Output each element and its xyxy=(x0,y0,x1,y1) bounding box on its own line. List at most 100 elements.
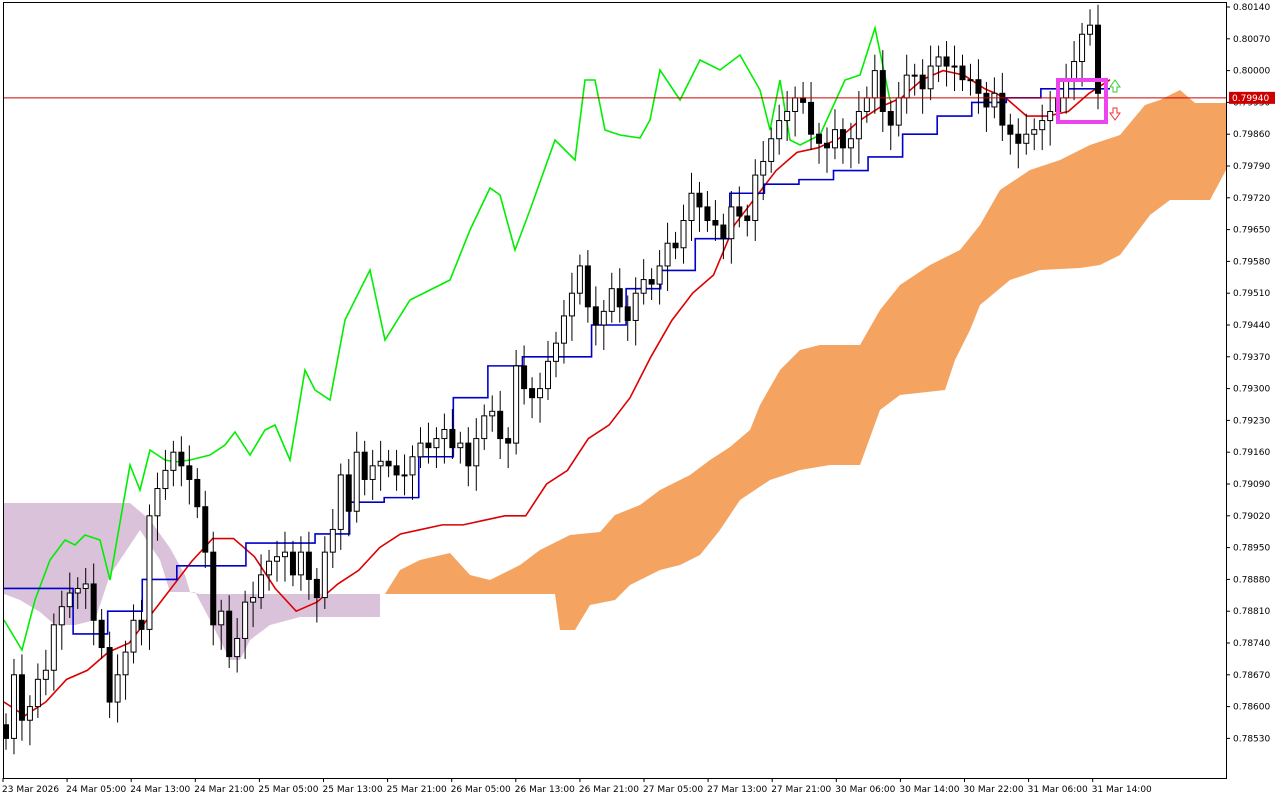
candle-bullish xyxy=(417,442,424,458)
candle-bearish xyxy=(521,365,528,390)
current-price-tag: 0.79940 xyxy=(1229,91,1275,104)
candle-bullish xyxy=(760,160,767,176)
y-tick-label: 0.78740 xyxy=(1233,639,1270,649)
candle-bullish xyxy=(337,474,344,530)
candle-bullish xyxy=(927,65,934,90)
current-price-tag-box xyxy=(1229,91,1275,104)
x-tick-label: 30 Mar 22:00 xyxy=(964,785,1024,795)
candle-bullish xyxy=(608,288,615,312)
candle-bearish xyxy=(361,451,368,480)
indicator-lines xyxy=(3,24,1111,717)
candle-bullish xyxy=(50,624,57,671)
sell-arrow-icon xyxy=(1109,107,1121,121)
candle-bullish xyxy=(170,451,177,471)
y-tick-label: 0.80070 xyxy=(1233,35,1270,45)
candle-bullish xyxy=(991,92,998,108)
x-tick-label: 26 Mar 21:00 xyxy=(579,785,639,795)
y-tick-label: 0.79720 xyxy=(1233,194,1270,204)
candle-bearish xyxy=(999,92,1006,126)
candle-bullish xyxy=(967,79,974,82)
candle-bullish xyxy=(26,706,33,721)
candle-bullish xyxy=(513,365,520,444)
candle-bearish xyxy=(919,74,926,90)
x-tick-label: 31 Mar 14:00 xyxy=(1092,785,1152,795)
candle-bearish xyxy=(983,92,990,108)
y-tick-label: 0.79860 xyxy=(1233,130,1270,140)
candle-bearish xyxy=(823,142,830,149)
candle-bullish xyxy=(632,292,639,321)
candle-bullish xyxy=(895,97,902,126)
candle-bearish xyxy=(106,647,113,703)
candle-bullish xyxy=(680,220,687,249)
candle-bullish xyxy=(234,637,241,658)
plot-frame xyxy=(3,2,1227,779)
candle-bearish xyxy=(839,129,846,149)
y-tick-label: 0.79230 xyxy=(1233,416,1270,426)
candle-bullish xyxy=(903,74,910,99)
y-tick-label: 0.79580 xyxy=(1233,257,1270,267)
candle-bullish xyxy=(10,674,17,739)
candle-bullish xyxy=(377,460,384,467)
candle-bullish xyxy=(768,138,775,162)
time-axis: 23 Mar 2026 24 Mar 05:00 24 Mar 13:00 24 Ma… xyxy=(2,778,1152,795)
y-tick-label: 0.79440 xyxy=(1233,321,1270,331)
candle-bullish xyxy=(1063,79,1070,99)
candle-bearish xyxy=(887,110,894,126)
kumo-bearish xyxy=(4,503,380,660)
x-tick-label: 30 Mar 06:00 xyxy=(835,785,895,795)
candle-bullish xyxy=(122,651,129,676)
candle-bearish xyxy=(449,428,456,449)
candle-bearish xyxy=(624,306,631,321)
x-tick-label: 24 Mar 13:00 xyxy=(130,785,190,795)
candle-bearish xyxy=(289,551,296,576)
candle-bullish xyxy=(401,474,408,477)
candle-bearish xyxy=(744,215,751,222)
candle-bullish xyxy=(66,592,73,608)
candle-bullish xyxy=(568,292,575,317)
candle-bearish xyxy=(808,101,815,135)
candle-bearish xyxy=(385,460,392,467)
candle-bearish xyxy=(616,288,623,308)
candle-bullish xyxy=(258,574,265,599)
kumo-bullish xyxy=(385,90,1226,630)
candle-bullish xyxy=(576,265,583,294)
candle-bearish xyxy=(3,724,9,739)
candle-bullish xyxy=(146,515,153,630)
price-axis: 0.801400.800700.800000.799300.798600.797… xyxy=(1226,3,1270,744)
x-tick-label: 24 Mar 21:00 xyxy=(194,785,254,795)
x-tick-label: 30 Mar 14:00 xyxy=(899,785,959,795)
candle-bullish xyxy=(664,242,671,267)
candle-bullish xyxy=(1071,61,1078,81)
ichimoku-cloud xyxy=(4,90,1226,660)
candle-bullish xyxy=(728,206,735,240)
candle-bearish xyxy=(943,56,950,67)
x-tick-label: 25 Mar 05:00 xyxy=(258,785,318,795)
current-candle-highlight xyxy=(1056,78,1121,124)
candle-bullish xyxy=(600,310,607,326)
candle-bearish xyxy=(975,79,982,94)
x-tick-label: 27 Mar 21:00 xyxy=(771,785,831,795)
candle-bullish xyxy=(473,438,480,467)
candle-bearish xyxy=(210,551,217,626)
y-tick-label: 0.78600 xyxy=(1233,703,1270,713)
y-tick-label: 0.80140 xyxy=(1233,3,1270,13)
candle-bearish xyxy=(505,438,512,444)
candle-bullish xyxy=(162,469,169,490)
x-tick-label: 23 Mar 2026 xyxy=(2,785,59,795)
candle-bearish xyxy=(345,474,352,512)
candle-bullish xyxy=(114,674,121,703)
candle-bullish xyxy=(1079,33,1086,63)
candle-bullish xyxy=(831,129,838,149)
candle-bullish xyxy=(242,601,249,639)
candle-bearish xyxy=(425,442,432,449)
candle-bullish xyxy=(935,56,942,67)
candle-bearish xyxy=(696,192,703,208)
candle-bullish xyxy=(433,438,440,449)
x-tick-label: 25 Mar 13:00 xyxy=(323,785,383,795)
signal-highlight-box xyxy=(1056,78,1108,124)
y-tick-label: 0.79160 xyxy=(1233,448,1270,458)
x-tick-label: 27 Mar 05:00 xyxy=(643,785,703,795)
candle-bullish xyxy=(552,342,559,362)
